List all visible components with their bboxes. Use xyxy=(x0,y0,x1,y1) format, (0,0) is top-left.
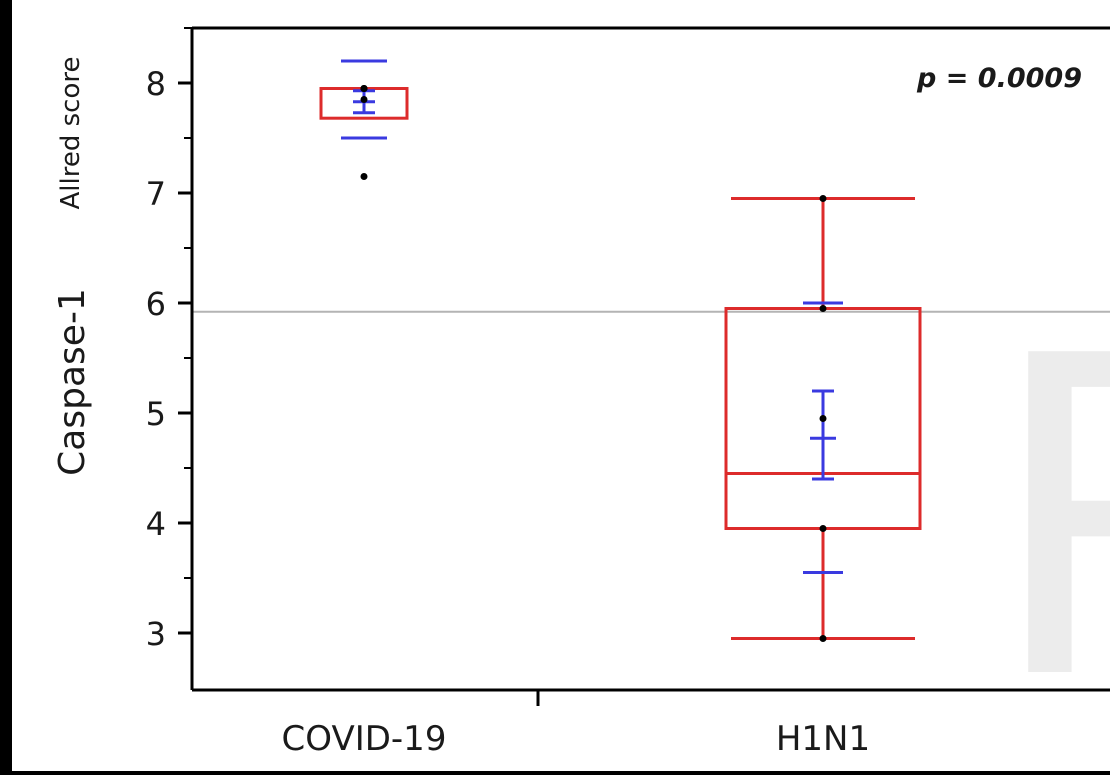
y-axis-label: Caspase-1 xyxy=(52,288,93,476)
data-point xyxy=(360,173,368,180)
x-tick-label: H1N1 xyxy=(776,719,870,759)
y-tick-label: 8 xyxy=(146,65,166,103)
y-axis-sublabel: Allred score xyxy=(56,57,86,210)
data-point xyxy=(819,415,827,422)
watermark-text: R xyxy=(985,264,1110,771)
data-point xyxy=(819,635,827,642)
y-tick-label: 4 xyxy=(146,505,166,543)
data-point xyxy=(819,305,827,312)
p-value-annotation: p = 0.0009 xyxy=(916,63,1082,94)
y-tick-label: 3 xyxy=(146,615,166,653)
data-point xyxy=(360,85,368,92)
data-point xyxy=(360,96,368,103)
data-point xyxy=(819,195,827,202)
plot-background xyxy=(12,0,1110,771)
y-tick-label: 7 xyxy=(146,175,166,213)
y-tick-label: 6 xyxy=(146,285,166,323)
y-tick-label: 5 xyxy=(146,395,166,433)
data-point xyxy=(819,525,827,532)
x-tick-label: COVID-19 xyxy=(282,719,447,759)
